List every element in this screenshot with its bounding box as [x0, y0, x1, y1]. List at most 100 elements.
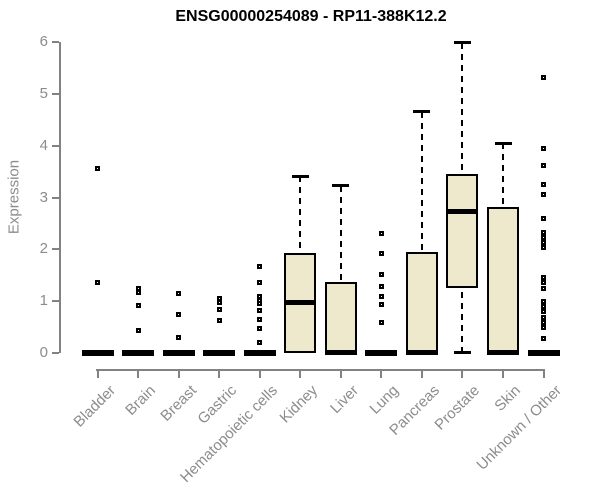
outlier-point-hematopoietic-cells [257, 325, 263, 331]
x-tick-label-skin: Skin [491, 382, 525, 415]
zero-median-bar-lung [365, 349, 398, 356]
outlier-point-unknown-other [541, 285, 547, 291]
y-tick [52, 93, 59, 96]
zero-median-bar-brain [122, 349, 155, 356]
x-tick [218, 370, 221, 378]
outlier-point-unknown-other [541, 163, 547, 169]
median-line-skin [487, 350, 519, 356]
y-tick-label: 2 [39, 240, 48, 258]
box-skin [487, 207, 519, 353]
outlier-point-unknown-other [541, 304, 547, 310]
outlier-point-brain [135, 303, 141, 309]
outlier-point-breast [176, 311, 182, 317]
outlier-point-lung [378, 272, 384, 278]
y-tick-label: 0 [39, 343, 48, 361]
lower-whisker-line-prostate [461, 287, 464, 353]
median-line-liver [324, 350, 357, 356]
zero-median-bar-gastric [203, 349, 236, 356]
outlier-point-gastric [216, 300, 222, 306]
y-axis-line [59, 42, 61, 353]
x-tick [542, 370, 545, 378]
outlier-point-unknown-other [541, 314, 547, 320]
y-tick-label: 6 [39, 33, 48, 51]
outlier-point-unknown-other [541, 234, 547, 240]
x-tick [137, 370, 140, 378]
outlier-point-hematopoietic-cells [257, 280, 263, 286]
upper-whisker-cap-prostate [453, 41, 471, 45]
outlier-point-hematopoietic-cells [257, 263, 263, 269]
y-tick [52, 351, 59, 354]
outlier-point-unknown-other [541, 216, 547, 222]
outlier-point-lung [378, 302, 384, 308]
outlier-point-unknown-other [541, 146, 547, 152]
median-line-kidney [284, 299, 317, 305]
upper-whisker-cap-liver [332, 184, 350, 188]
outlier-point-lung [378, 284, 384, 290]
x-tick [258, 370, 261, 378]
x-tick [96, 370, 99, 378]
outlier-point-unknown-other [541, 324, 547, 330]
outlier-point-hematopoietic-cells [257, 301, 263, 307]
outlier-point-unknown-other [541, 319, 547, 325]
outlier-point-unknown-other [541, 75, 547, 81]
outlier-point-bladder [95, 166, 100, 172]
outlier-point-unknown-other [541, 229, 547, 235]
x-tick-label-kidney: Kidney [276, 382, 322, 427]
outlier-point-unknown-other [541, 182, 547, 188]
outlier-point-unknown-other [541, 280, 547, 286]
outlier-point-brain [135, 290, 141, 296]
outlier-point-hematopoietic-cells [257, 339, 263, 345]
outlier-point-breast [176, 335, 182, 341]
x-tick [380, 370, 383, 378]
upper-whisker-line-kidney [299, 176, 302, 253]
outlier-point-bladder [95, 279, 100, 285]
outlier-point-brain [135, 285, 141, 291]
median-line-prostate [446, 209, 479, 215]
y-tick-label: 1 [39, 291, 48, 309]
x-tick [420, 370, 423, 378]
box-prostate [446, 173, 479, 288]
x-tick-label-brain: Brain [122, 382, 160, 419]
x-tick [461, 370, 464, 378]
outlier-point-unknown-other [541, 309, 547, 315]
upper-whisker-line-prostate [461, 42, 464, 174]
zero-median-bar-bladder [81, 349, 114, 356]
outlier-point-gastric [216, 306, 222, 312]
outlier-point-brain [135, 327, 141, 333]
outlier-point-breast [176, 291, 182, 297]
outlier-point-unknown-other [541, 335, 547, 341]
x-tick-label-breast: Breast [156, 382, 200, 425]
y-tick [52, 248, 59, 251]
outlier-point-unknown-other [541, 298, 547, 304]
upper-whisker-line-skin [502, 143, 504, 208]
lower-whisker-cap-prostate [453, 351, 471, 355]
x-axis-line [96, 368, 545, 371]
outlier-point-lung [378, 293, 384, 299]
y-tick-label: 3 [39, 188, 48, 206]
outlier-point-unknown-other [541, 245, 547, 251]
outlier-point-lung [378, 319, 384, 325]
y-tick [52, 144, 59, 147]
box-pancreas [405, 252, 438, 353]
outlier-point-unknown-other [541, 240, 547, 245]
zero-median-bar-unknown-other [527, 349, 560, 356]
upper-whisker-cap-pancreas [413, 110, 431, 114]
outlier-point-hematopoietic-cells [257, 293, 263, 299]
upper-whisker-line-liver [339, 185, 342, 283]
zero-median-bar-hematopoietic-cells [243, 349, 276, 356]
median-line-pancreas [405, 350, 438, 356]
outlier-point-gastric [216, 317, 222, 323]
y-tick [52, 196, 59, 199]
outlier-point-hematopoietic-cells [257, 307, 263, 313]
x-tick-label-lung: Lung [366, 382, 403, 418]
upper-whisker-line-pancreas [420, 111, 423, 253]
zero-median-bar-breast [162, 349, 195, 356]
outlier-point-lung [378, 250, 384, 256]
y-tick [52, 299, 59, 302]
outlier-point-lung [378, 230, 384, 236]
x-tick-label-bladder: Bladder [69, 382, 119, 431]
outlier-point-unknown-other [541, 191, 547, 197]
x-tick-label-liver: Liver [326, 382, 362, 418]
